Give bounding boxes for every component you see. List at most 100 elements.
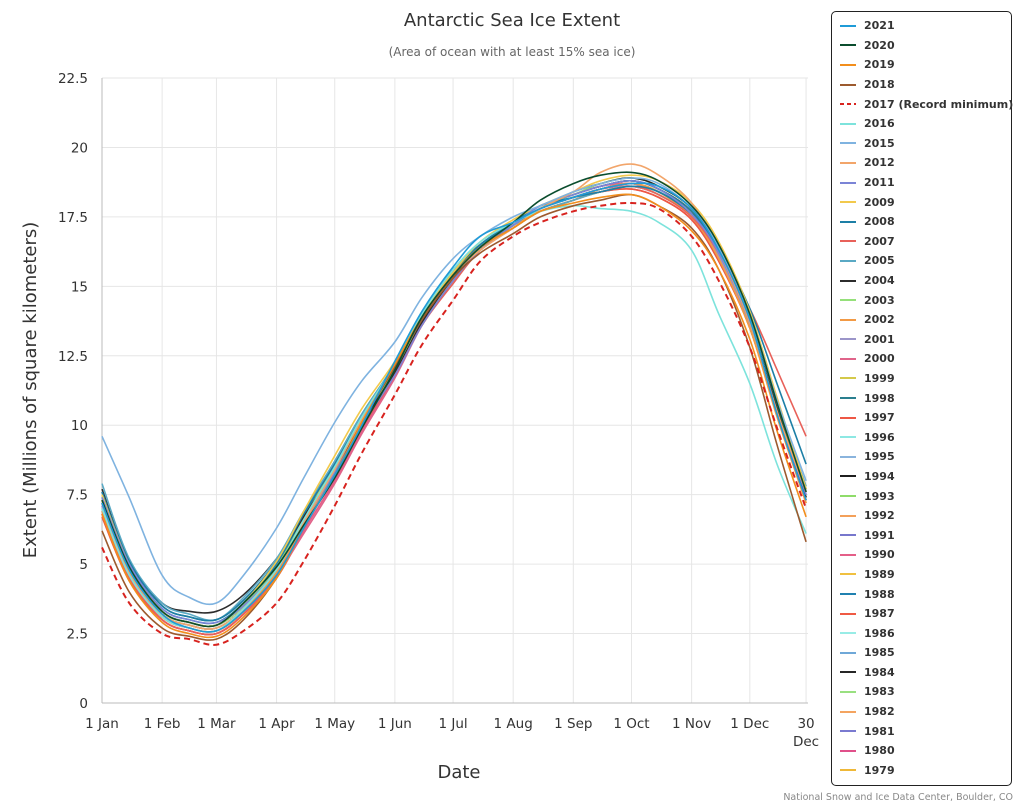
legend-item-1979[interactable]: 1979 [838,761,1011,781]
legend-item-2017[interactable]: 2017 (Record minimum) [838,94,1014,114]
y-tick-label: 20 [71,140,88,156]
legend-label: 1991 [864,528,895,542]
series-line-2011 [101,179,807,625]
legend-label: 1989 [864,567,895,581]
series-line-1995 [101,182,807,628]
gridlines [101,77,808,704]
legend-label: 1983 [864,685,895,699]
legend: 2021 2020 2019 2018 2017 (Record minimum) 201… [831,11,1014,786]
x-tick-label: 30 [797,716,814,732]
legend-item-1982[interactable]: 1982 [838,702,1011,722]
legend-item-2008[interactable]: 2008 [838,212,1011,232]
y-tick-label: 22.5 [58,71,88,87]
legend-item-2011[interactable]: 2011 [838,173,1011,193]
series-line-1998 [101,179,807,622]
legend-item-1987[interactable]: 1987 [838,604,1011,624]
y-tick-label: 17.5 [58,210,88,226]
legend-label: 1984 [864,665,895,679]
legend-item-2000[interactable]: 2000 [838,349,1011,369]
legend-item-1989[interactable]: 1989 [838,565,1011,585]
series-line-2004 [101,177,807,614]
legend-label: 1988 [864,587,895,601]
legend-item-1997[interactable]: 1997 [838,408,1011,428]
series-line-2017 [101,201,808,646]
legend-item-1998[interactable]: 1998 [838,388,1011,408]
x-tick-label: Dec [793,734,819,750]
legend-swatch [840,279,856,282]
legend-item-2016[interactable]: 2016 [838,114,1011,134]
legend-label: 1996 [864,430,895,444]
series-line-2003 [101,177,807,628]
legend-item-2007[interactable]: 2007 [838,232,1011,252]
legend-label: 2005 [864,254,895,268]
legend-item-2015[interactable]: 2015 [838,134,1011,154]
legend-item-1992[interactable]: 1992 [838,506,1011,526]
y-tick-label: 2.5 [67,627,88,643]
legend-label: 2003 [864,293,895,307]
legend-item-1993[interactable]: 1993 [838,486,1011,506]
x-tick-label: 1 Oct [613,716,649,732]
legend-item-2005[interactable]: 2005 [838,251,1011,271]
legend-label: 2012 [864,156,895,170]
series-line-1983 [101,185,807,630]
legend-label: 1992 [864,509,895,523]
legend-item-1991[interactable]: 1991 [838,525,1011,545]
legend-label: 1985 [864,646,895,660]
legend-item-1996[interactable]: 1996 [838,427,1011,447]
legend-item-2020[interactable]: 2020 [838,36,1011,56]
legend-item-2004[interactable]: 2004 [838,271,1011,291]
legend-label: 2015 [864,136,895,150]
legend-item-1980[interactable]: 1980 [838,741,1011,761]
x-tick-label: 1 Sep [554,716,592,732]
legend-item-1983[interactable]: 1983 [838,682,1011,702]
legend-item-1985[interactable]: 1985 [838,643,1011,663]
series-line-1993 [101,185,807,630]
legend-item-2019[interactable]: 2019 [838,55,1011,75]
legend-item-2021[interactable]: 2021 [838,16,1011,36]
legend-item-2012[interactable]: 2012 [838,153,1011,173]
legend-item-1990[interactable]: 1990 [838,545,1011,565]
legend-label: 1982 [864,705,895,719]
series-line-2007 [101,185,807,636]
legend-label: 2020 [864,38,895,52]
legend-label: 2017 (Record minimum) [864,97,1014,111]
series-line-2016 [101,204,807,633]
series-line-1984 [101,179,807,628]
legend-label: 1980 [864,744,895,758]
legend-item-1994[interactable]: 1994 [838,467,1011,487]
legend-label: 1979 [864,763,895,777]
legend-swatch [840,240,856,243]
chart-subtitle: (Area of ocean with at least 15% sea ice… [389,45,636,59]
legend-label: 2011 [864,176,895,190]
legend-swatch [840,220,856,223]
legend-item-1988[interactable]: 1988 [838,584,1011,604]
legend-item-1986[interactable]: 1986 [838,623,1011,643]
legend-item-1984[interactable]: 1984 [838,663,1011,683]
legend-item-1981[interactable]: 1981 [838,721,1011,741]
legend-swatch [840,201,856,204]
legend-item-2018[interactable]: 2018 [838,75,1011,95]
legend-item-1999[interactable]: 1999 [838,369,1011,389]
series-line-2005 [101,185,807,622]
legend-label: 2018 [864,78,895,92]
series-line-1979 [101,182,807,628]
series-line-1989 [101,182,807,628]
y-tick-label: 10 [71,418,88,434]
x-tick-label: 1 Nov [672,716,711,732]
series-line-1988 [101,179,807,625]
series-line-2018 [101,193,807,641]
legend-label: 1981 [864,724,895,738]
series-line-2009 [101,174,807,628]
legend-swatch [840,318,856,321]
legend-label: 1993 [864,489,895,503]
legend-item-1995[interactable]: 1995 [838,447,1011,467]
legend-item-2009[interactable]: 2009 [838,192,1011,212]
series-line-2008 [101,185,807,622]
legend-swatch [840,377,856,380]
legend-item-2003[interactable]: 2003 [838,290,1011,310]
legend-item-2001[interactable]: 2001 [838,330,1011,350]
legend-swatch [840,534,856,537]
legend-label: 2019 [864,58,895,72]
legend-item-2002[interactable]: 2002 [838,310,1011,330]
series-line-1990 [101,185,807,636]
